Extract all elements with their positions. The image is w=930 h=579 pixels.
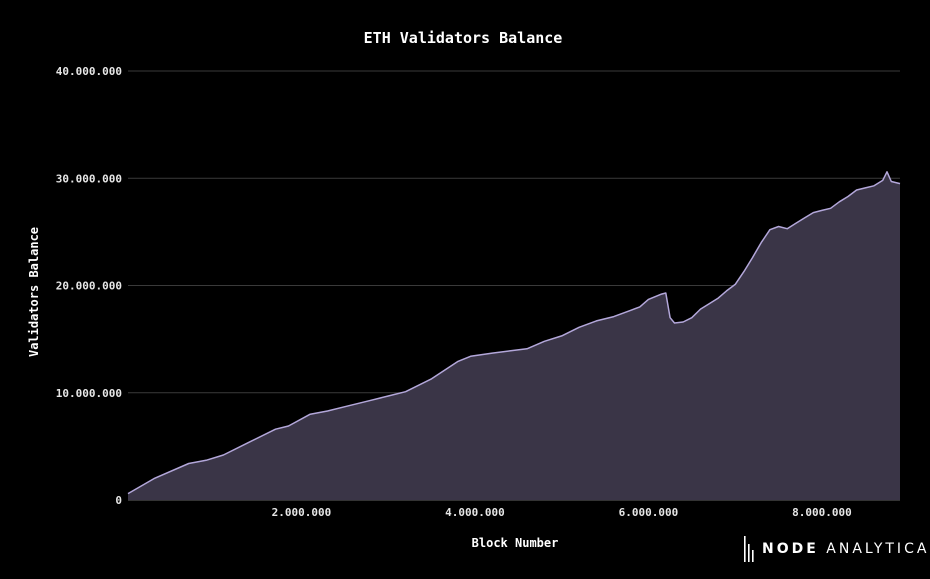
y-tick-label: 20.000.000 [56,280,122,293]
bars-logo-icon [744,536,754,562]
series-line [127,171,901,495]
brand-name-strong: NODE [762,541,819,557]
brand-name-light: ANALYTICA [818,541,930,557]
plot-area [127,171,901,501]
y-axis-ticks: 0 10.000.000 20.000.000 30.000.000 40.000.00… [56,65,122,507]
node-analytica-logo: NODE ANALYTICA [744,534,929,564]
y-tick-label: 0 [115,494,122,507]
x-tick-label: 6.000.000 [619,506,679,519]
x-axis-ticks: 2.000.000 4.000.000 6.000.000 8.000.000 [272,506,852,519]
x-tick-label: 4.000.000 [445,506,505,519]
y-axis-label: Validators Balance [27,227,41,357]
y-tick-label: 40.000.000 [56,65,122,78]
brand-text: NODE ANALYTICA [762,541,929,557]
x-tick-label: 8.000.000 [792,506,852,519]
y-tick-label: 10.000.000 [56,387,122,400]
chart-title: ETH Validators Balance [364,29,563,47]
y-tick-label: 30.000.000 [56,172,122,185]
series-area [128,171,900,501]
x-tick-label: 2.000.000 [272,506,332,519]
x-axis-label: Block Number [472,536,559,550]
